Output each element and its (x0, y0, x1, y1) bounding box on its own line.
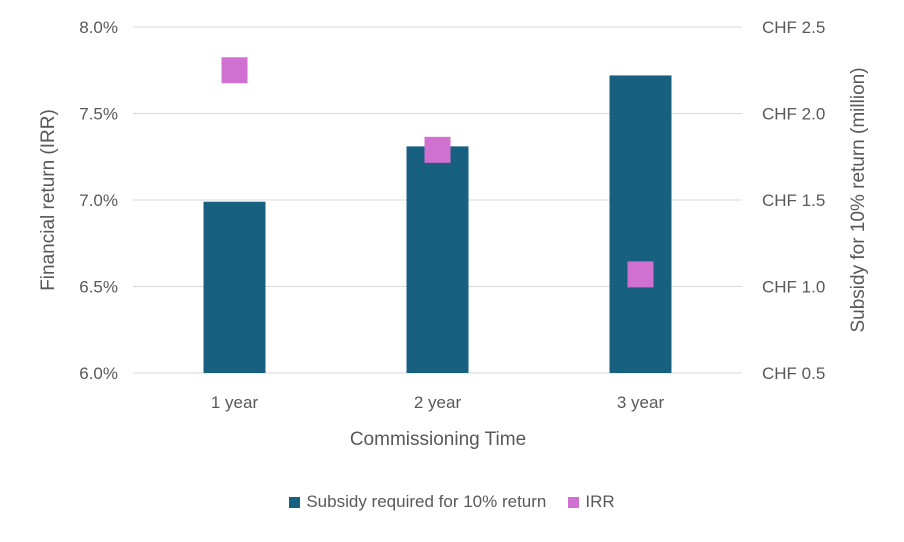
legend-item-subsidy: Subsidy required for 10% return (289, 492, 546, 512)
y2-axis-title: Subsidy for 10% return (million) (848, 67, 869, 332)
bar-series (203, 75, 672, 373)
y2-tick-label: CHF 1.5 (762, 191, 825, 210)
x-axis-title: Commissioning Time (350, 429, 526, 450)
x-axis-ticks: 1 year 2 year 3 year (211, 393, 665, 412)
legend: Subsidy required for 10% return IRR (0, 492, 904, 512)
y2-tick-label: CHF 2.5 (762, 18, 825, 37)
irr-marker-series (221, 57, 654, 288)
y-tick-label: 7.0% (79, 191, 118, 210)
right-axis-ticks: CHF 0.5 CHF 1.0 CHF 1.5 CHF 2.0 CHF 2.5 (762, 18, 825, 383)
y-axis-title: Financial return (IRR) (38, 109, 59, 291)
left-axis-ticks: 6.0% 6.5% 7.0% 7.5% 8.0% (79, 18, 118, 383)
legend-swatch-subsidy (289, 496, 301, 508)
legend-label-irr: IRR (585, 492, 615, 511)
y2-tick-label: CHF 0.5 (762, 364, 825, 383)
y-tick-label: 7.5% (79, 105, 118, 124)
x-tick-label: 1 year (211, 393, 259, 412)
y2-tick-label: CHF 2.0 (762, 105, 825, 124)
y-tick-label: 8.0% (79, 18, 118, 37)
y-tick-label: 6.0% (79, 364, 118, 383)
irr-marker (627, 261, 654, 288)
irr-marker (221, 57, 248, 84)
y-tick-label: 6.5% (79, 278, 118, 297)
y2-tick-label: CHF 1.0 (762, 278, 825, 297)
subsidy-bar (406, 146, 469, 373)
subsidy-bar (609, 75, 672, 373)
subsidy-bar (203, 201, 266, 373)
x-tick-label: 3 year (617, 393, 665, 412)
irr-marker (424, 136, 451, 163)
legend-swatch-irr (568, 496, 580, 508)
legend-item-irr: IRR (568, 492, 615, 512)
x-tick-label: 2 year (414, 393, 462, 412)
legend-label-subsidy: Subsidy required for 10% return (306, 492, 547, 511)
